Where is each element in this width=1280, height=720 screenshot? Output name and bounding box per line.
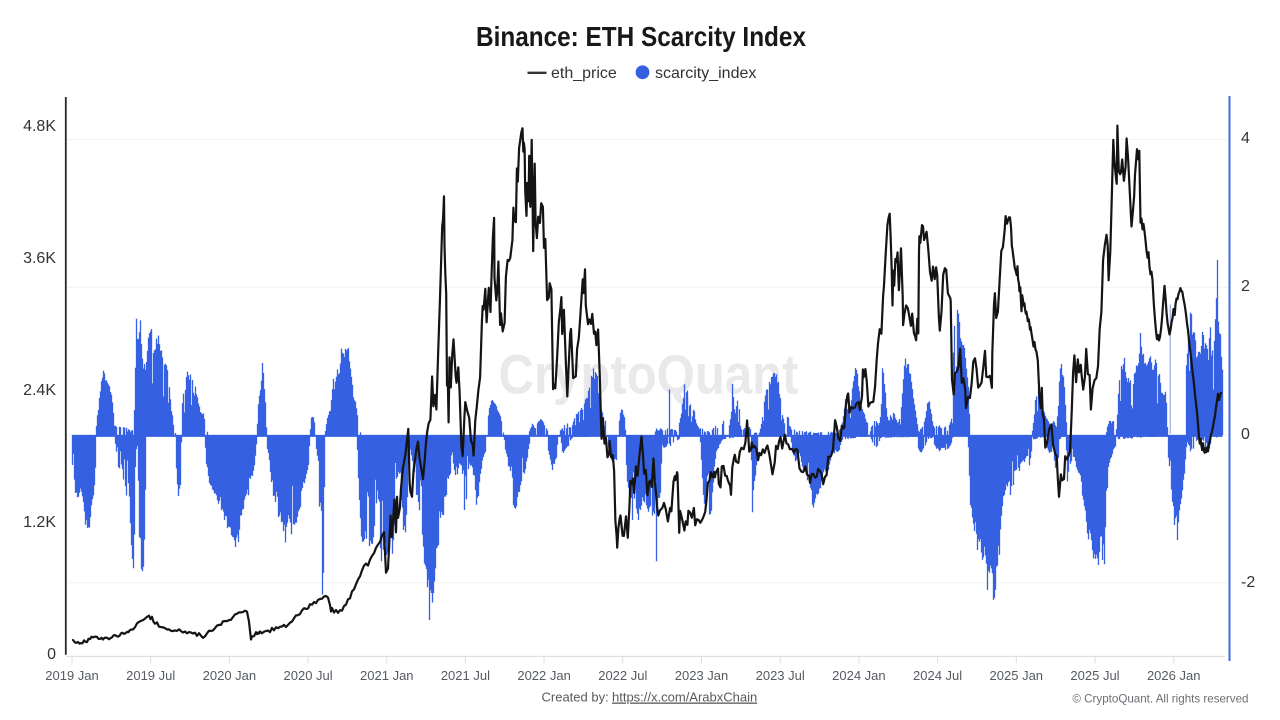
svg-text:2020 Jul: 2020 Jul <box>284 668 333 683</box>
svg-text:https://x.com/ArabxChain: https://x.com/ArabxChain <box>612 690 757 705</box>
svg-text:3.6K: 3.6K <box>23 250 56 267</box>
svg-text:2022 Jul: 2022 Jul <box>598 668 647 683</box>
svg-text:Binance: ETH Scarcity Index: Binance: ETH Scarcity Index <box>476 21 807 52</box>
svg-text:2019 Jul: 2019 Jul <box>126 668 175 683</box>
svg-text:2025 Jan: 2025 Jan <box>990 668 1044 683</box>
svg-text:-2: -2 <box>1241 574 1255 591</box>
svg-text:2024 Jul: 2024 Jul <box>913 668 962 683</box>
svg-text:2026 Jan: 2026 Jan <box>1147 668 1201 683</box>
svg-text:2024 Jan: 2024 Jan <box>832 668 886 683</box>
svg-text:2.4K: 2.4K <box>23 382 56 399</box>
svg-text:2020 Jan: 2020 Jan <box>203 668 257 683</box>
svg-text:scarcity_index: scarcity_index <box>655 65 756 82</box>
svg-text:Created by:: Created by: <box>542 690 609 705</box>
svg-text:4.8K: 4.8K <box>23 118 56 135</box>
svg-text:CryptoQuant: CryptoQuant <box>499 343 799 406</box>
svg-text:2023 Jul: 2023 Jul <box>756 668 805 683</box>
svg-text:2022 Jan: 2022 Jan <box>517 668 571 683</box>
svg-text:2025 Jul: 2025 Jul <box>1070 668 1119 683</box>
svg-text:0: 0 <box>47 646 56 663</box>
svg-text:1.2K: 1.2K <box>23 514 56 531</box>
svg-text:0: 0 <box>1241 426 1250 443</box>
svg-text:eth_price: eth_price <box>551 65 617 82</box>
svg-text:2: 2 <box>1241 278 1250 295</box>
svg-text:2023 Jan: 2023 Jan <box>675 668 729 683</box>
svg-text:4: 4 <box>1241 130 1250 147</box>
svg-text:2019 Jan: 2019 Jan <box>45 668 99 683</box>
svg-text:2021 Jan: 2021 Jan <box>360 668 414 683</box>
svg-text:2021 Jul: 2021 Jul <box>441 668 490 683</box>
svg-text:© CryptoQuant. All rights rese: © CryptoQuant. All rights reserved <box>1072 693 1248 706</box>
